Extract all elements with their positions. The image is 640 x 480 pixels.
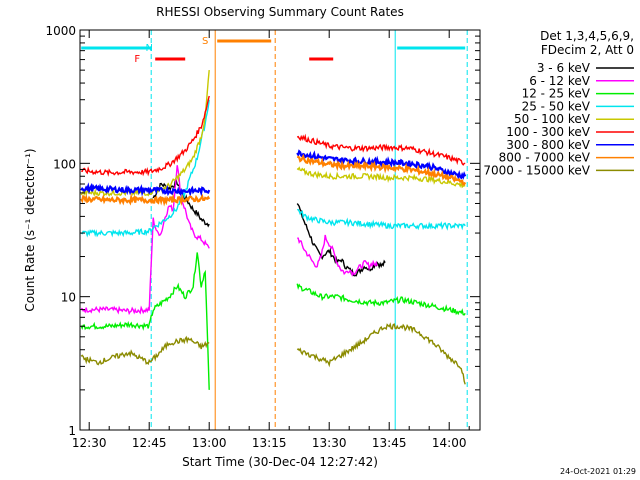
x-tick-label-2: 13:00: [192, 436, 227, 450]
state-bar-label-f: F: [134, 54, 140, 65]
series-layer: [80, 70, 467, 390]
legend-label-5: 50 - 100 keV: [514, 112, 591, 126]
x-tick-label-1: 12:45: [132, 436, 167, 450]
x-tick-label-3: 13:15: [252, 436, 287, 450]
plot-frame: [79, 29, 481, 431]
y-axis-label: Count Rate (s⁻¹ detector⁻¹): [23, 148, 37, 311]
legend-label-3: 12 - 25 keV: [522, 87, 591, 101]
legend-label-7: 300 - 800 keV: [506, 138, 590, 152]
series-9-segment-1: [296, 322, 466, 385]
series-3-segment-1: [296, 283, 466, 316]
y-tick-label-2: 100: [53, 157, 76, 171]
series-5-segment-0: [80, 70, 210, 198]
state-layer: NF S: [81, 36, 466, 65]
chart-title: RHESSI Observing Summary Count Rates: [156, 5, 404, 19]
legend-label-6: 100 - 300 keV: [506, 125, 590, 139]
tick-layer: 12:30 12:45 13:00 13:15 13:30 13:45 14:00 1 10 10…: [45, 24, 480, 450]
legend-label-1: 3 - 6 keV: [537, 61, 591, 75]
vline-layer: [150, 30, 468, 430]
series-6-segment-1: [296, 133, 466, 166]
series-1-segment-1: [296, 203, 386, 277]
series-3-segment-0: [80, 252, 210, 390]
series-2-segment-0: [80, 165, 210, 316]
series-6-segment-0: [80, 95, 210, 177]
legend-header-line-2: FDecim 2, Att 0: [541, 43, 634, 57]
series-5-segment-1: [296, 166, 466, 189]
x-tick-label-6: 14:00: [432, 436, 467, 450]
legend-header-line-1: Det 1,3,4,5,6,9,: [540, 29, 634, 43]
x-axis-label: Start Time (30-Dec-04 12:27:42): [182, 455, 378, 469]
series-7-segment-1: [296, 149, 467, 180]
legend-label-2: 6 - 12 keV: [529, 74, 591, 88]
x-tick-label-5: 13:45: [372, 436, 407, 450]
series-8-segment-0: [80, 193, 211, 207]
legend-label-4: 25 - 50 keV: [522, 99, 591, 113]
series-2-segment-1: [297, 234, 378, 277]
series-8-segment-1: [296, 153, 467, 186]
series-4-segment-0: [80, 99, 210, 238]
state-bar-label-n: N: [145, 43, 152, 54]
series-9-segment-0: [80, 335, 210, 366]
timestamp: 24-Oct-2021 01:29: [560, 467, 636, 476]
state-bar-label-s: S: [202, 36, 208, 47]
legend-label-9: 7000 - 15000 keV: [483, 163, 590, 177]
x-tick-label-0: 12:30: [72, 436, 107, 450]
legend-label-8: 800 - 7000 keV: [499, 151, 591, 165]
y-tick-label-1: 10: [61, 291, 76, 305]
series-7-segment-0: [80, 182, 211, 197]
series-4-segment-1: [297, 208, 466, 231]
y-tick-label-0: 1: [68, 424, 76, 438]
y-tick-label-3: 1000: [45, 24, 76, 38]
x-tick-label-4: 13:30: [312, 436, 347, 450]
